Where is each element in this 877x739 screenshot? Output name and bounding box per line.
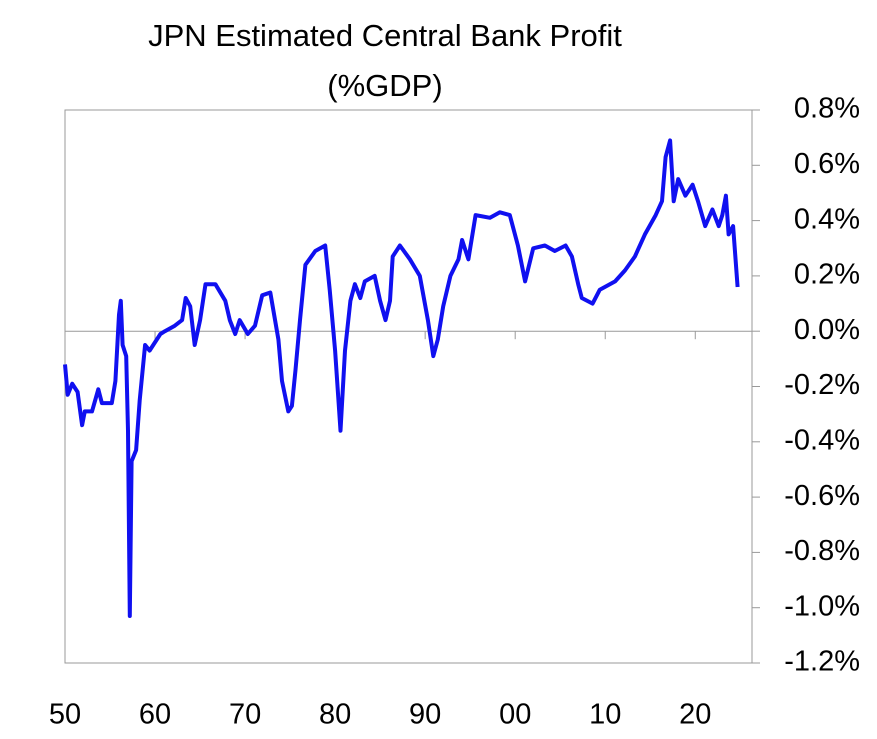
- x-tick-label: 70: [229, 699, 261, 731]
- x-tick-label: 20: [679, 699, 711, 731]
- y-tick-label: -0.4%: [784, 424, 860, 456]
- y-tick-label: -0.6%: [784, 480, 860, 512]
- x-tick-label: 60: [139, 699, 171, 731]
- y-tick-label: 0.8%: [794, 93, 860, 125]
- x-tick-label: 00: [499, 699, 531, 731]
- chart-title: (%GDP): [327, 68, 442, 103]
- y-tick-label: -0.2%: [784, 369, 860, 401]
- x-tick-label: 80: [319, 699, 351, 731]
- plot-frame: [64, 109, 753, 664]
- y-tick-label: 0.4%: [794, 203, 860, 235]
- x-tick-label: 90: [409, 699, 441, 731]
- x-tick-label: 10: [589, 699, 621, 731]
- y-tick-label: -1.0%: [784, 590, 860, 622]
- chart-title: JPN Estimated Central Bank Profit: [148, 18, 622, 53]
- y-tick-label: 0.0%: [794, 314, 860, 346]
- data-line: [63, 138, 740, 618]
- y-tick-label: -1.2%: [784, 646, 860, 678]
- y-tick-label: 0.6%: [794, 148, 860, 180]
- x-tick-label: 50: [49, 699, 81, 731]
- y-tick-label: -0.8%: [784, 535, 860, 567]
- y-tick-label: 0.2%: [794, 259, 860, 291]
